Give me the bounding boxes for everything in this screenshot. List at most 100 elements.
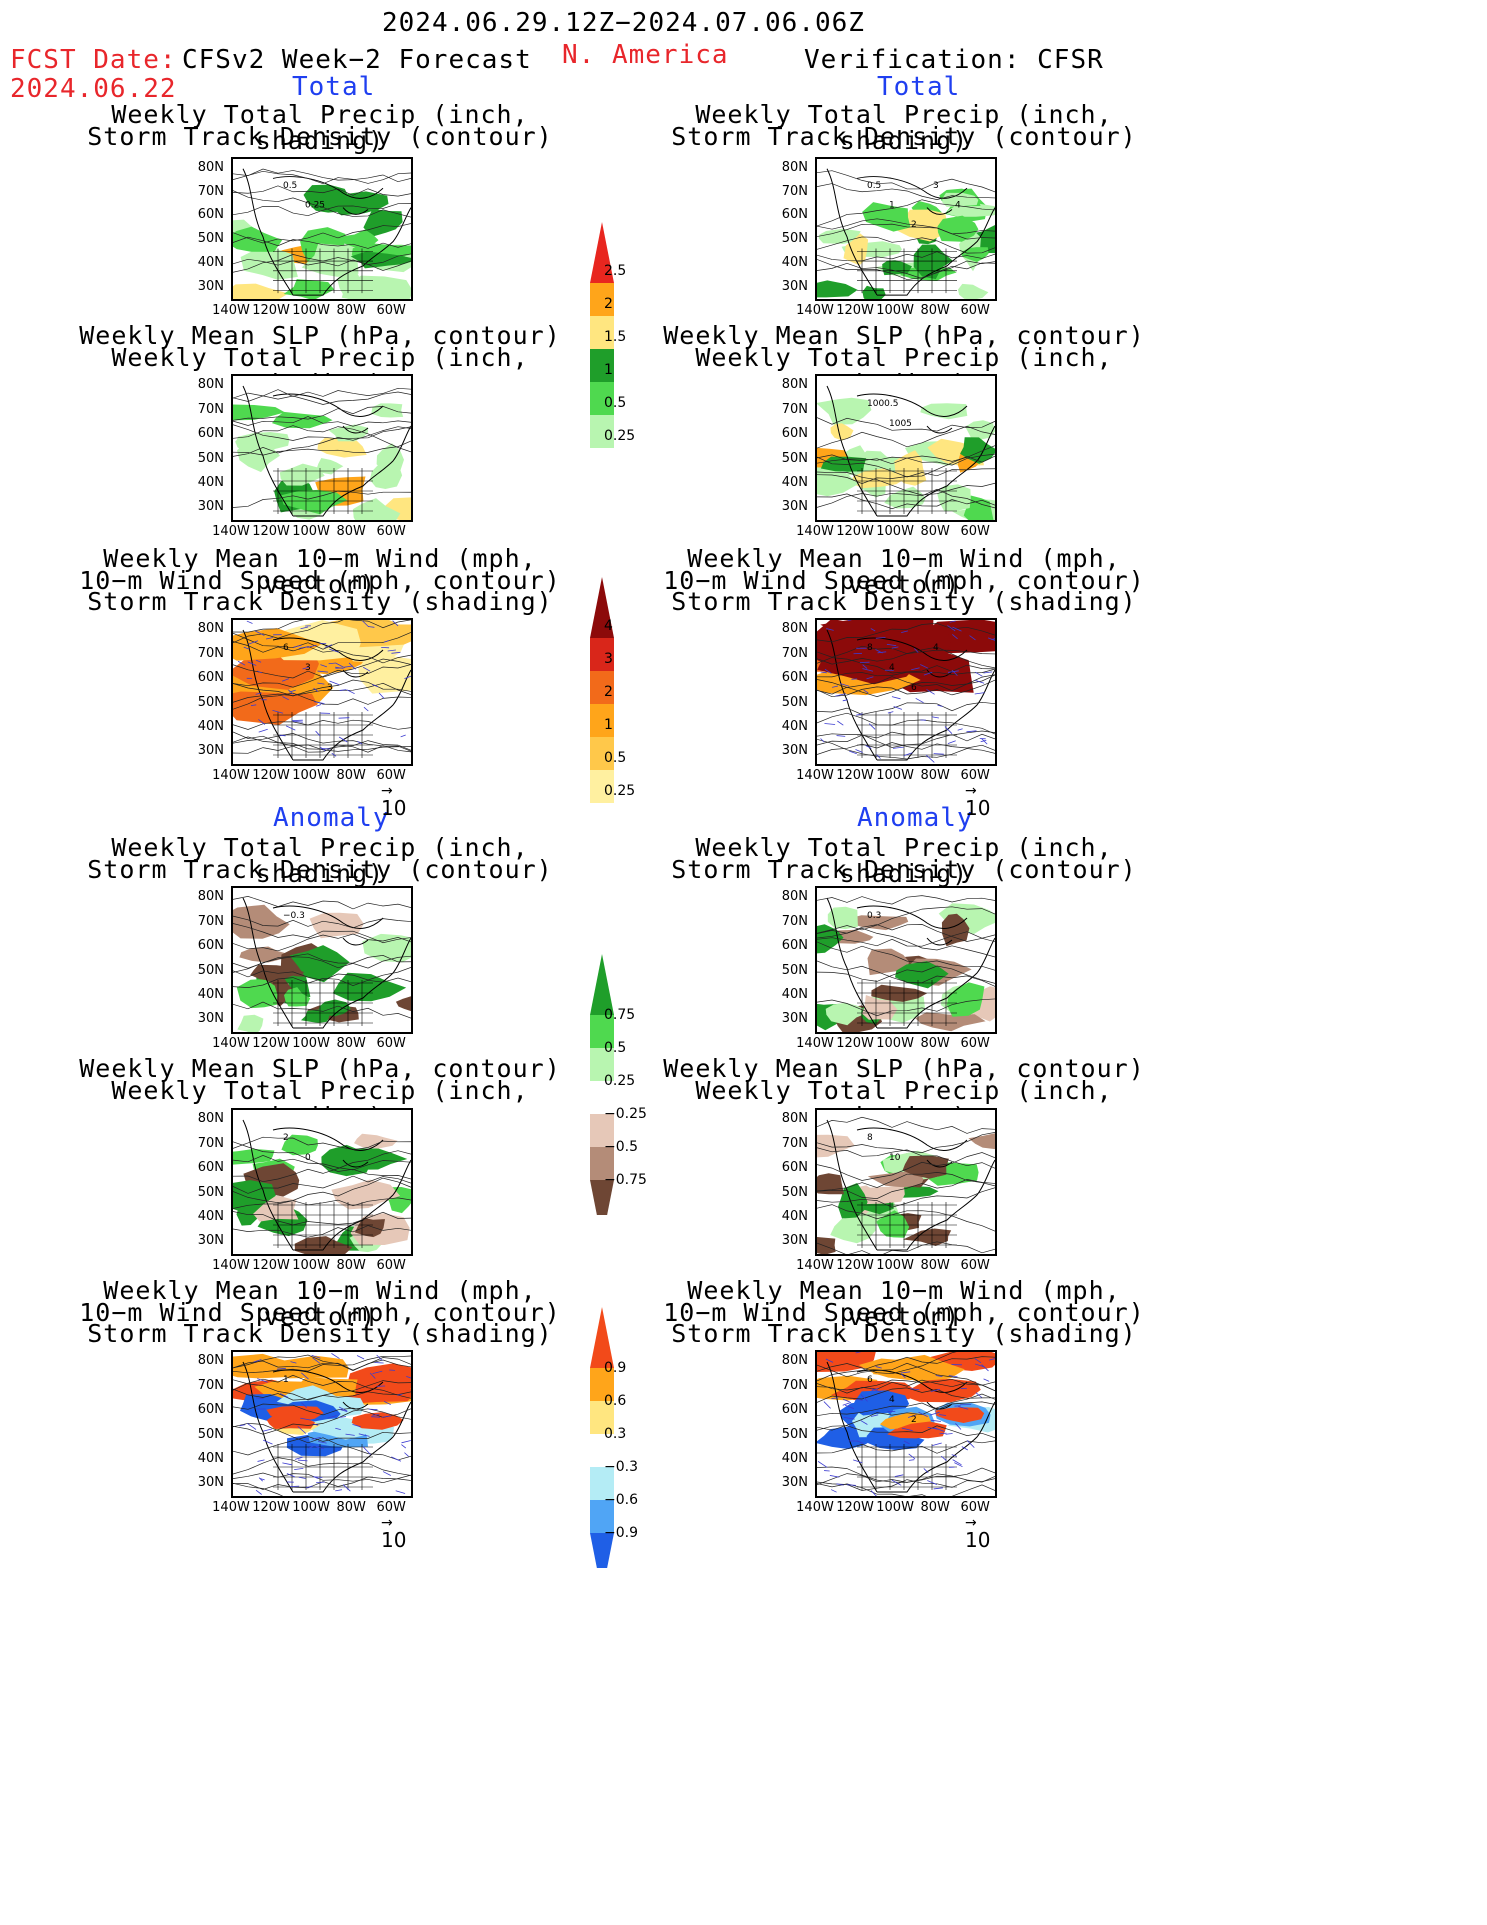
total-storm-label: 3 — [604, 650, 613, 667]
va-wind-lat-label: 70N — [781, 1377, 808, 1393]
va-slp-lon-label: 80W — [920, 1258, 950, 1273]
f-precip-lon-label: 140W — [212, 303, 250, 318]
fa-precip-lon-label: 120W — [252, 1036, 290, 1051]
anom-storm-segment — [590, 1434, 614, 1467]
fa-slp-lat-label: 80N — [197, 1111, 224, 1127]
anom-storm-label: −0.3 — [604, 1459, 638, 1475]
anom-precip-segment — [590, 1048, 614, 1081]
f-wind-lon-label: 100W — [292, 768, 330, 783]
total-storm-segment — [590, 671, 614, 704]
fa-precip-lon-label: 80W — [336, 1036, 366, 1051]
fa-wind-title-line-2: 10−m Wind Speed (mph, contour) — [79, 1297, 561, 1327]
anom-precip-segment — [590, 1147, 614, 1180]
f-precip-lat-label: 70N — [197, 183, 224, 199]
v-slp-lon-label: 60W — [960, 524, 990, 539]
v-precip-lon-label: 60W — [960, 303, 990, 318]
f-precip-contour-label: 0.25 — [305, 201, 325, 211]
v-precip-lon-label: 80W — [920, 303, 950, 318]
f-slp-lon-label: 140W — [212, 524, 250, 539]
fa-wind-lat-label: 30N — [197, 1475, 224, 1491]
va-slp-contour-label: 10 — [889, 1153, 901, 1163]
total-storm-segment — [590, 577, 614, 638]
fa-wind-vector-reference-value: 10 — [381, 1528, 407, 1552]
fa-wind-lon-label: 140W — [212, 1500, 250, 1515]
f-wind-title-line-1: Weekly Mean 10−m Wind (mph, vector) — [103, 544, 537, 599]
f-wind-lat-label: 70N — [197, 645, 224, 661]
fa-wind-lat-label: 50N — [197, 1426, 224, 1442]
fa-slp-lat-label: 60N — [197, 1160, 224, 1176]
v-wind-lat-label: 40N — [781, 719, 808, 734]
v-wind-map: 8 4 6 4 — [815, 618, 997, 766]
v-precip-contour-label: 1 — [889, 201, 895, 211]
fa-precip-lon-label: 60W — [376, 1036, 406, 1051]
anom-storm-segment — [590, 1467, 614, 1500]
anom-precip-segment — [590, 1114, 614, 1147]
anom-precip-label: −0.25 — [604, 1106, 647, 1122]
total-storm-label: 4 — [604, 617, 613, 634]
v-precip-contour-label: 2 — [911, 220, 917, 230]
va-slp-lon-label: 60W — [960, 1258, 990, 1273]
v-precip-title-line-1: Weekly Total Precip (inch, shading) — [695, 100, 1113, 155]
va-slp-contour-label: 8 — [867, 1133, 873, 1143]
v-wind-lon-label: 60W — [960, 768, 990, 783]
va-precip-lat-label: 30N — [781, 1011, 808, 1027]
va-slp-lon-label: 120W — [836, 1258, 874, 1273]
v-precip-contour-label: 0.5 — [867, 181, 881, 191]
va-slp-lat-label: 80N — [781, 1111, 808, 1127]
anom-precip-segment — [590, 954, 614, 1015]
f-slp-lon-label: 60W — [376, 524, 406, 539]
v-wind-vector-reference-value: 10 — [965, 796, 991, 820]
f-wind-title-line-3: Storm Track Density (shading) — [87, 587, 553, 616]
f-slp-lon-label: 120W — [252, 524, 290, 539]
period-title: 2024.06.29.12Z−2024.07.06.06Z — [382, 8, 865, 38]
fa-slp-lat-label: 40N — [197, 1209, 224, 1224]
f-wind-lon-label: 60W — [376, 768, 406, 783]
f-slp-map — [231, 374, 413, 522]
fa-slp-lon-label: 140W — [212, 1258, 250, 1273]
v-wind-lat-label: 50N — [781, 694, 808, 710]
fa-slp-lat-label: 30N — [197, 1233, 224, 1249]
fa-precip-lat-label: 80N — [197, 889, 224, 905]
fa-precip-map: −0.3 — [231, 886, 413, 1034]
fa-slp-lon-label: 100W — [292, 1258, 330, 1273]
v-precip-contour-label: 4 — [955, 201, 961, 211]
f-wind-lon-label: 140W — [212, 768, 250, 783]
f-precip-title-line-2: Storm Track Density (contour) — [87, 121, 553, 151]
total-storm-segment — [590, 770, 614, 803]
fa-slp-title-line-1: Weekly Mean SLP (hPa, contour) — [79, 1054, 561, 1083]
total-storm-segment — [590, 638, 614, 671]
v-wind-contour-label: 4 — [889, 663, 895, 673]
va-precip-lat-label: 70N — [781, 913, 808, 929]
va-wind-lat-label: 30N — [781, 1475, 808, 1491]
fa-precip-lon-label: 100W — [292, 1036, 330, 1051]
section-total-left: Total — [292, 72, 376, 102]
total-precip-segment — [590, 382, 614, 415]
v-wind-title-line-1: Weekly Mean 10−m Wind (mph, vector) — [687, 544, 1121, 599]
va-wind-lon-label: 120W — [836, 1500, 874, 1515]
v-wind-title-line-2: 10−m Wind Speed (mph, contour) — [663, 565, 1145, 595]
f-slp-lon-label: 80W — [336, 524, 366, 539]
v-precip-lat-label: 80N — [781, 159, 808, 175]
fa-precip-lat-label: 30N — [197, 1011, 224, 1027]
v-precip-lat-label: 30N — [781, 278, 808, 294]
va-precip-lat-label: 40N — [781, 987, 808, 1002]
va-wind-lon-label: 80W — [920, 1500, 950, 1515]
va-precip-lon-label: 60W — [960, 1036, 990, 1051]
v-precip-lon-label: 120W — [836, 303, 874, 318]
v-slp-lat-label: 50N — [781, 450, 808, 466]
f-wind-contour-label: 3 — [327, 683, 333, 693]
total-precip-label: 0.5 — [604, 394, 627, 411]
f-precip-lat-label: 80N — [197, 159, 224, 175]
va-precip-lat-label: 50N — [781, 962, 808, 978]
va-slp-lat-label: 30N — [781, 1233, 808, 1249]
section-total-right: Total — [877, 72, 961, 102]
fa-wind-lon-label: 120W — [252, 1500, 290, 1515]
f-wind-lat-label: 80N — [197, 621, 224, 637]
verification-title: Verification: CFSR — [804, 45, 1104, 75]
fa-wind-title-line-1: Weekly Mean 10−m Wind (mph, vector) — [103, 1276, 537, 1331]
total-precip-segment — [590, 349, 614, 382]
v-precip-lat-label: 70N — [781, 183, 808, 199]
fcst-label: FCST Date: — [10, 45, 177, 75]
anom-precip-colorbar — [590, 954, 614, 1215]
v-wind-contour-label: 4 — [933, 643, 939, 653]
